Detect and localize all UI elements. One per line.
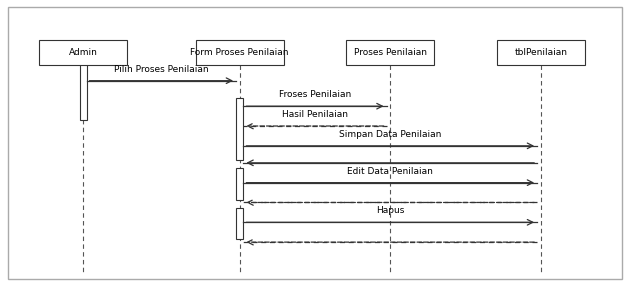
FancyBboxPatch shape [236,168,244,200]
Text: Proses Penilaian: Proses Penilaian [354,48,427,57]
FancyBboxPatch shape [80,64,88,120]
Text: Hasil Penilaian: Hasil Penilaian [282,110,348,119]
Text: tblPenilaian: tblPenilaian [514,48,567,57]
FancyBboxPatch shape [8,7,622,279]
FancyBboxPatch shape [39,40,127,65]
Text: Pilih Proses Penilaian: Pilih Proses Penilaian [114,65,209,74]
Text: Edit Data Penilaian: Edit Data Penilaian [347,166,433,176]
FancyBboxPatch shape [236,98,244,160]
Text: Hapus: Hapus [376,206,404,215]
FancyBboxPatch shape [497,40,585,65]
Text: Simpan Data Penilaian: Simpan Data Penilaian [339,130,442,139]
FancyBboxPatch shape [196,40,284,65]
Text: Froses Penilaian: Froses Penilaian [279,90,351,99]
FancyBboxPatch shape [236,208,244,239]
FancyBboxPatch shape [346,40,434,65]
Text: Form Proses Penilaian: Form Proses Penilaian [190,48,289,57]
Text: Admin: Admin [69,48,98,57]
